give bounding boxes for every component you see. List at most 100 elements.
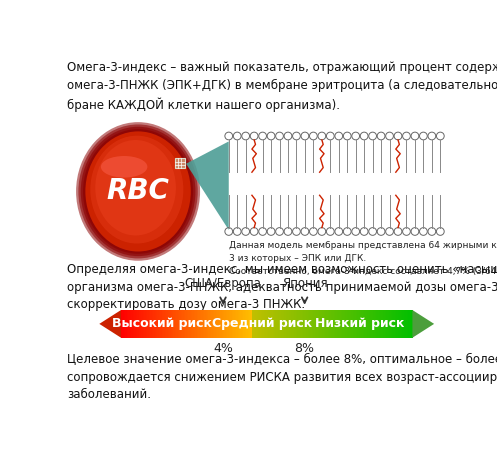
Bar	[394, 310, 396, 338]
Bar	[290, 310, 292, 338]
Bar	[335, 310, 337, 338]
Bar	[179, 310, 181, 338]
Bar	[184, 310, 186, 338]
Bar	[124, 310, 126, 338]
Bar	[137, 310, 139, 338]
Bar	[286, 310, 288, 338]
Bar	[327, 310, 329, 338]
Bar	[233, 310, 236, 338]
Bar	[261, 310, 263, 338]
Bar	[242, 310, 244, 338]
Bar	[404, 310, 406, 338]
Bar	[247, 310, 248, 338]
Bar	[366, 310, 368, 338]
Bar	[380, 310, 383, 338]
Bar	[399, 310, 402, 338]
Bar	[401, 310, 403, 338]
Bar	[332, 310, 334, 338]
Bar	[313, 310, 316, 338]
Bar	[397, 310, 399, 338]
Bar	[391, 310, 393, 338]
Bar	[162, 310, 164, 338]
Bar	[347, 310, 349, 338]
Bar	[351, 310, 353, 338]
Bar	[389, 310, 391, 338]
Bar	[272, 310, 275, 338]
Bar	[321, 310, 323, 338]
Bar	[249, 310, 251, 338]
Bar	[309, 310, 311, 338]
Bar	[375, 310, 377, 338]
Bar	[213, 310, 215, 338]
Bar	[318, 310, 320, 338]
Polygon shape	[99, 310, 121, 338]
Bar	[411, 310, 413, 338]
Bar	[376, 310, 378, 338]
Bar	[373, 310, 375, 338]
Bar	[278, 310, 281, 338]
Bar	[297, 310, 300, 338]
Bar	[367, 310, 369, 338]
Bar	[312, 310, 314, 338]
Bar	[259, 310, 262, 338]
Bar	[293, 310, 295, 338]
Bar	[280, 310, 282, 338]
Bar	[164, 310, 166, 338]
Text: Целевое значение омега-3-индекса – более 8%, оптимальное – более 12%, что
сопров: Целевое значение омега-3-индекса – более…	[67, 353, 497, 401]
Bar	[360, 310, 362, 338]
Bar	[188, 310, 190, 338]
Text: Омега-3-индекс – важный показатель, отражающий процент содержания
омега-3-ПНЖК (: Омега-3-индекс – важный показатель, отра…	[67, 62, 497, 112]
Bar	[178, 310, 180, 338]
Bar	[161, 310, 163, 338]
Bar	[155, 310, 157, 338]
Bar	[377, 310, 380, 338]
Bar	[172, 310, 174, 338]
Bar	[131, 310, 134, 338]
Bar	[194, 310, 196, 338]
Bar	[189, 310, 192, 338]
Bar	[248, 310, 250, 338]
Bar	[185, 310, 187, 338]
Bar	[122, 310, 125, 338]
Bar	[334, 310, 336, 338]
Text: RBC: RBC	[107, 178, 169, 206]
Text: США/Европа: США/Европа	[184, 277, 261, 290]
Bar	[395, 310, 397, 338]
Bar	[308, 310, 310, 338]
Bar	[176, 310, 178, 338]
Bar	[258, 310, 260, 338]
Text: 4%: 4%	[213, 342, 233, 355]
Bar	[130, 310, 132, 338]
Bar	[322, 310, 325, 338]
Bar	[265, 310, 267, 338]
Bar	[146, 310, 148, 338]
Bar	[386, 310, 389, 338]
Bar	[262, 310, 264, 338]
Bar	[281, 310, 283, 338]
Bar	[328, 310, 330, 338]
Bar	[128, 310, 131, 338]
Bar	[143, 310, 145, 338]
Bar	[223, 310, 225, 338]
Bar	[361, 310, 364, 338]
Bar	[158, 310, 160, 338]
Ellipse shape	[79, 124, 198, 259]
Bar	[325, 310, 327, 338]
Bar	[338, 310, 340, 338]
Bar	[305, 310, 307, 338]
Bar	[385, 310, 387, 338]
Bar	[341, 310, 343, 338]
Bar	[398, 310, 400, 338]
Bar	[284, 310, 286, 338]
Bar	[170, 310, 173, 338]
Bar	[383, 310, 386, 338]
Bar	[140, 310, 142, 338]
Bar	[230, 310, 233, 338]
Bar	[229, 310, 231, 338]
Bar	[353, 310, 355, 338]
Bar	[339, 310, 342, 338]
Bar	[287, 310, 289, 338]
Bar	[207, 310, 209, 338]
Ellipse shape	[81, 127, 195, 256]
Bar	[336, 310, 339, 338]
